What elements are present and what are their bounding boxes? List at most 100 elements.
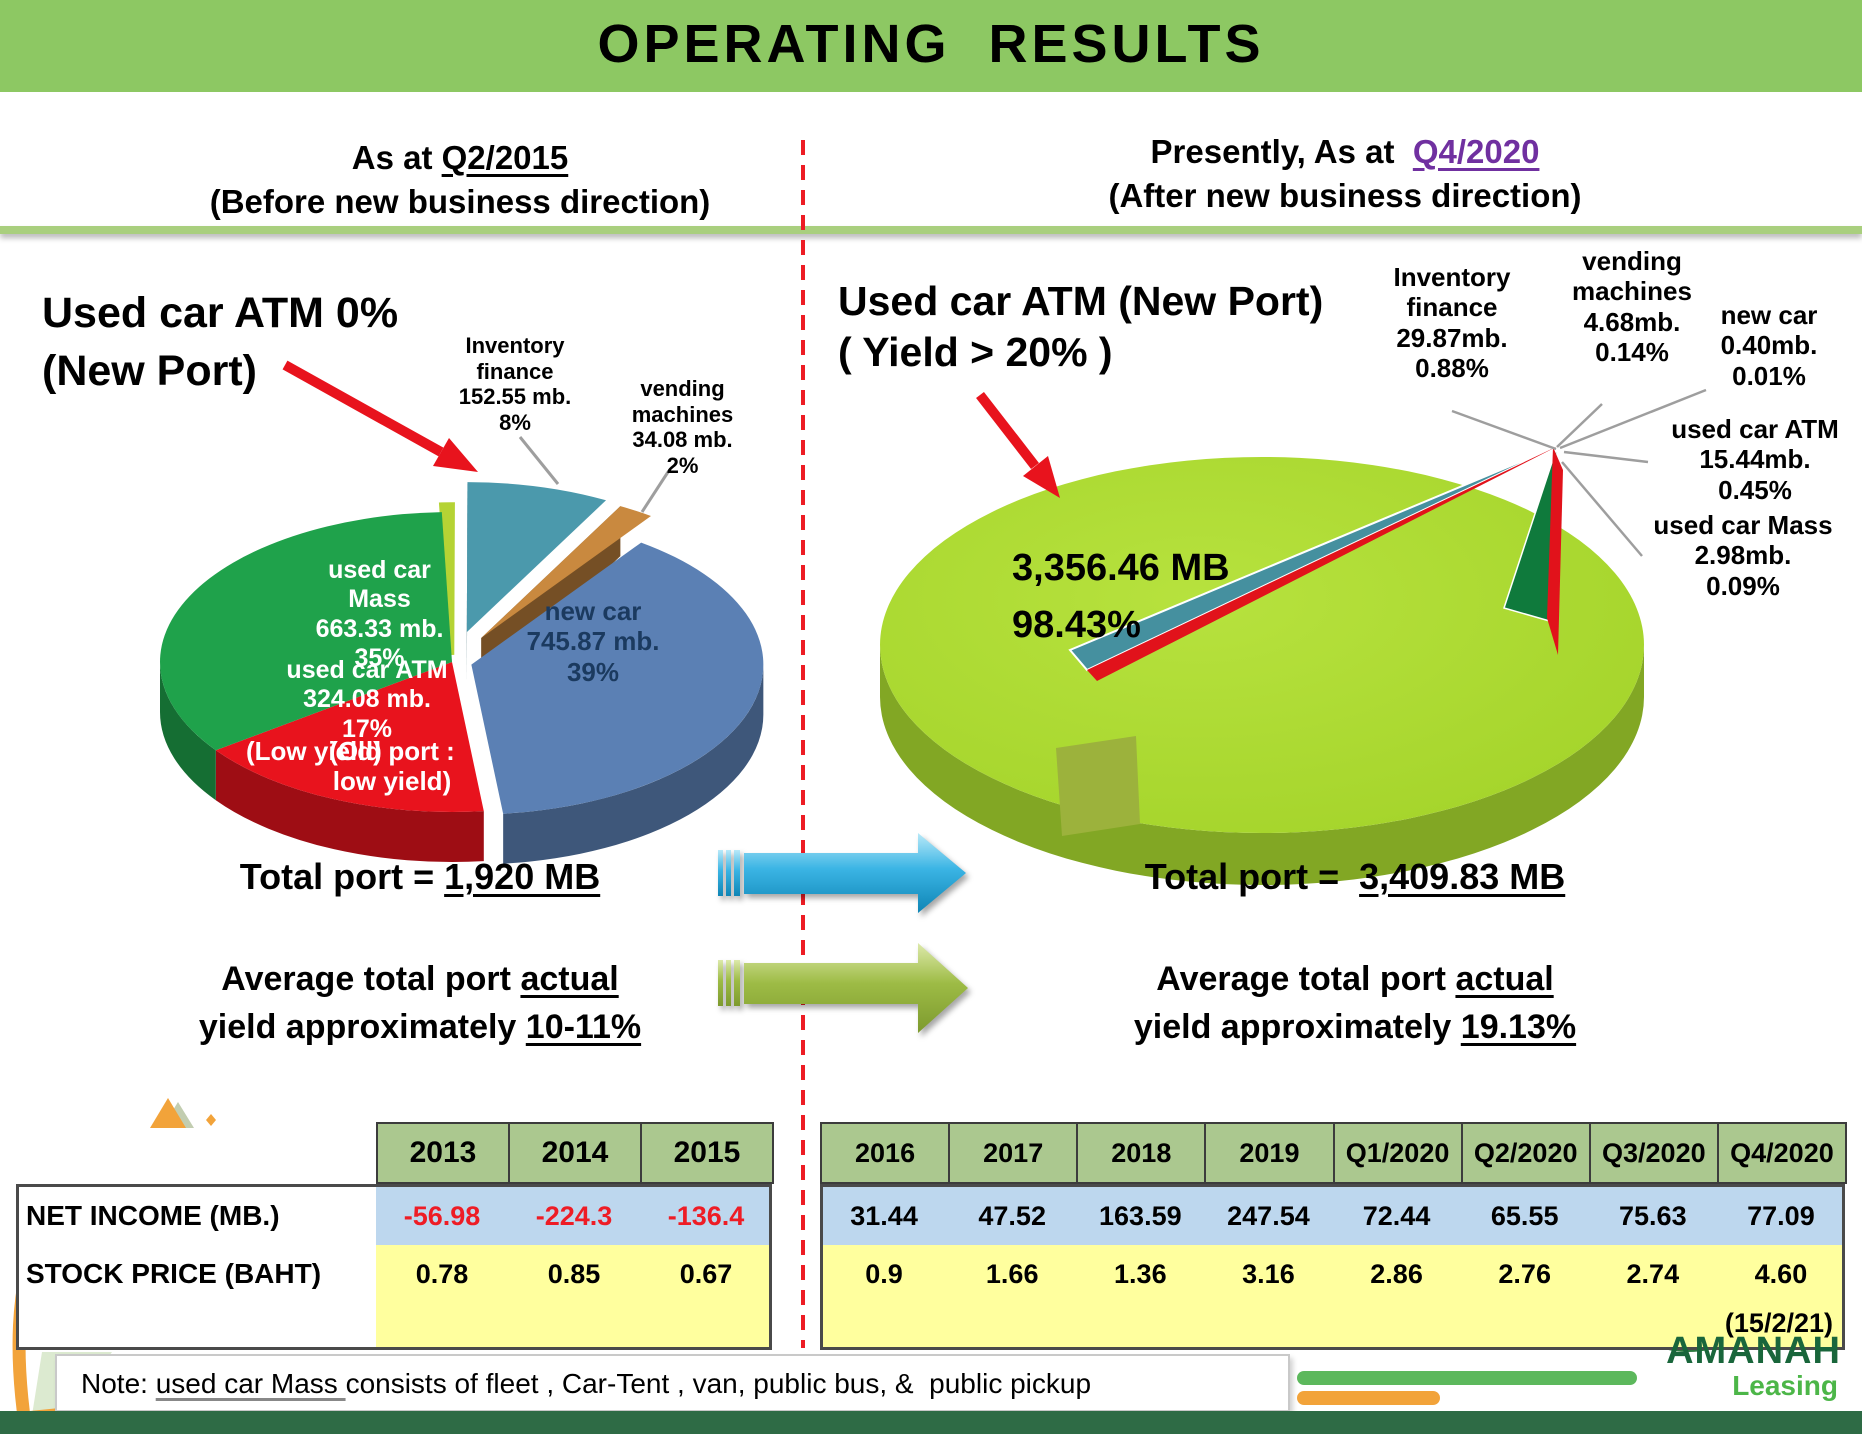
value-cell: 2.76 bbox=[1498, 1259, 1551, 1289]
header-after-line1: Presently, As at Q4/2020 bbox=[985, 130, 1705, 174]
value-cell: 65.55 bbox=[1490, 1201, 1559, 1231]
flow-arrow-blue bbox=[718, 833, 966, 913]
pie-slice-used-car-mass bbox=[160, 512, 453, 751]
callout-arrow-before bbox=[282, 360, 478, 472]
pie-slice-new-car bbox=[471, 542, 764, 814]
total-port-before-label: Total port = bbox=[239, 856, 445, 897]
value-cell: 75.63 bbox=[1619, 1201, 1687, 1231]
note-prefix: Note: bbox=[81, 1368, 156, 1399]
callout-arrow-after bbox=[976, 391, 1060, 498]
pie-label-new-car-before: new car 745.87 mb. 39% bbox=[526, 596, 660, 687]
total-port-before-value: 1,920 MB bbox=[444, 856, 601, 897]
panel-header-before: As at Q2/2015 (Before new business direc… bbox=[100, 136, 820, 223]
leader-line bbox=[1563, 450, 1649, 464]
arrow-tail-bar bbox=[718, 960, 723, 1006]
leader-line bbox=[1556, 403, 1603, 448]
pie-label-vending-machines-after: vending machines 4.68mb. 0.14% bbox=[1572, 246, 1692, 368]
avg-after-1a: Average total port bbox=[1156, 960, 1456, 998]
flow-arrow-green bbox=[718, 943, 968, 1033]
arrow-shaft bbox=[976, 391, 1039, 470]
avg-after-2b: 19.13% bbox=[1460, 1007, 1577, 1046]
year-header-cell: 2016 bbox=[820, 1122, 951, 1184]
value-cell: 0.9 bbox=[865, 1259, 903, 1289]
value-cell: 247.54 bbox=[1227, 1201, 1310, 1231]
pie-label-used-car-atm-before: used car ATM 324.08 mb. 17% bbox=[286, 656, 448, 743]
avg-after-1b: actual bbox=[1455, 960, 1554, 998]
value-cell: 47.52 bbox=[978, 1201, 1046, 1231]
pie-label-vending-machines-before: vending machines 34.08 mb. 2% bbox=[631, 376, 734, 479]
pie-slice-side bbox=[503, 664, 764, 864]
net-income-row-band bbox=[376, 1187, 769, 1245]
arrow-body bbox=[744, 833, 966, 913]
pie-slice-side bbox=[160, 662, 216, 801]
note-rest: consists of fleet , Car-Tent , van, publ… bbox=[345, 1368, 1092, 1399]
year-header-cell: 2019 bbox=[1204, 1122, 1335, 1184]
leader-lines-before bbox=[518, 436, 670, 513]
pie-label-main-after: 3,356.46 MB 98.43% bbox=[1012, 547, 1230, 646]
pie-label-inventory-finance-before: Inventory finance 152.55 mb. 8% bbox=[458, 333, 572, 436]
note-box: Note: used car Mass consists of fleet , … bbox=[55, 1354, 1290, 1412]
avg-before-2b: 10-11% bbox=[525, 1007, 642, 1046]
table-after: 2016 2017 2018 2019 Q1/2020 Q2/2020 Q3/2020 Q4/… bbox=[820, 1122, 1847, 1350]
pie-label-used-car-mass-before: used car Mass 663.33 mb. 35% bbox=[315, 556, 444, 672]
net-income-row-band bbox=[823, 1187, 1842, 1245]
leader-line bbox=[640, 471, 670, 513]
leader-line bbox=[518, 436, 560, 485]
year-header-cell: Q1/2020 bbox=[1332, 1122, 1463, 1184]
avg-yield-before: Average total port actual yield approxim… bbox=[90, 956, 750, 1051]
pie-slice-used-car-atm bbox=[1087, 446, 1558, 681]
pie-slice-used-car-atm-new-port bbox=[880, 457, 1644, 833]
value-cell: 3.16 bbox=[1242, 1259, 1295, 1289]
arrow-shaft bbox=[282, 360, 444, 457]
avg-before-1b: actual bbox=[520, 960, 619, 998]
pie-label-used-car-atm-after: used car ATM 15.44mb. 0.45% bbox=[1671, 414, 1839, 505]
value-cell: 2.74 bbox=[1626, 1259, 1680, 1289]
total-port-after-value: 3,409.83 MB bbox=[1359, 856, 1566, 897]
value-cell: 72.44 bbox=[1362, 1201, 1431, 1231]
value-cell: 0.67 bbox=[679, 1259, 733, 1289]
pie-label-old-port-note: (Old port : low yield) bbox=[329, 736, 455, 797]
company-logo-sub: Leasing bbox=[1732, 1370, 1838, 1401]
bottom-bar bbox=[0, 1411, 1862, 1434]
pie-label-new-car-after: new car 0.40mb. 0.01% bbox=[1720, 300, 1818, 391]
value-cell: -224.3 bbox=[535, 1201, 613, 1231]
table-before: 2013 2014 2015 NET INCOME (MB.) -56.98 -224.3… bbox=[16, 1122, 774, 1350]
pie-slice-side bbox=[215, 750, 484, 862]
leader-lines-after bbox=[1451, 388, 1707, 557]
year-header-cell: 2015 bbox=[640, 1122, 774, 1184]
arrow-head bbox=[433, 438, 478, 472]
value-cell: 163.59 bbox=[1099, 1201, 1182, 1231]
pie-label-low-yield-overlay: (Low yield) bbox=[246, 736, 382, 766]
value-cell: 2.86 bbox=[1370, 1259, 1423, 1289]
logo-bar-orange bbox=[1297, 1391, 1440, 1405]
header-after-period: Q4/2020 bbox=[1412, 133, 1540, 170]
leader-line bbox=[1561, 461, 1643, 557]
decoration-triangle-orange bbox=[150, 1098, 186, 1128]
avg-yield-after: Average total port actual yield approxim… bbox=[1030, 956, 1680, 1051]
company-logo: AMANAH bbox=[1666, 1330, 1841, 1372]
arrow-tail-bar bbox=[734, 850, 740, 896]
pie-slice-vending-machines bbox=[481, 506, 651, 639]
total-port-before: Total port = 1,920 MB bbox=[140, 856, 700, 898]
value-cell: -136.4 bbox=[667, 1201, 745, 1231]
pie-slice-inventory-finance bbox=[466, 482, 607, 633]
logo-bar-green bbox=[1297, 1371, 1637, 1385]
year-header-cell: 2013 bbox=[376, 1122, 510, 1184]
row-label: NET INCOME (MB.) bbox=[26, 1200, 280, 1231]
annotation-before: Used car ATM 0% (New Port) bbox=[42, 289, 399, 396]
annotation-after: Used car ATM (New Port) ( Yield > 20% ) bbox=[838, 278, 1324, 376]
arrow-body bbox=[744, 943, 968, 1033]
pie-chart-before bbox=[160, 482, 764, 864]
row-label: STOCK PRICE (BAHT) bbox=[26, 1258, 322, 1289]
decoration-dot-orange bbox=[206, 1114, 216, 1126]
pie-label-used-car-mass-after: used car Mass 2.98mb. 0.09% bbox=[1653, 510, 1833, 601]
pie-label-inventory-finance-after: Inventory finance 29.87mb. 0.88% bbox=[1393, 262, 1511, 384]
pie-chart-after bbox=[880, 445, 1644, 885]
value-cell: 0.85 bbox=[547, 1259, 601, 1289]
header-before-line1: As at Q2/2015 bbox=[100, 136, 820, 180]
stock-price-row-band bbox=[376, 1245, 769, 1347]
pie-slice-used-car-atm-new-port- bbox=[438, 502, 455, 655]
panel-header-after: Presently, As at Q4/2020 (After new busi… bbox=[985, 130, 1705, 217]
